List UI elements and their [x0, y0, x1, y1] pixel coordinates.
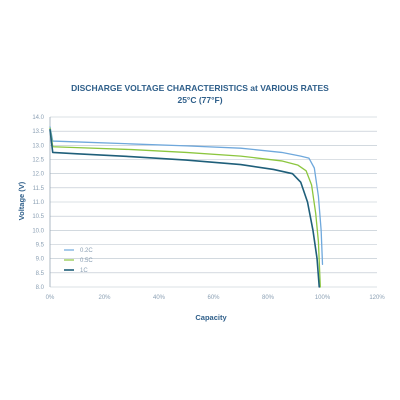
y-tick-label: 10.0 [32, 228, 44, 234]
x-tick-label: 0% [46, 295, 55, 301]
legend-label: 1C [80, 268, 88, 274]
x-tick-label: 20% [98, 295, 111, 301]
y-tick-label: 8.0 [36, 285, 45, 291]
y-tick-label: 11.5 [33, 186, 45, 192]
y-tick-label: 13.5 [32, 129, 44, 135]
y-tick-label: 11.0 [33, 200, 45, 206]
y-tick-label: 9.5 [36, 243, 45, 249]
x-tick-label: 80% [262, 295, 275, 301]
series-lines [49, 126, 324, 288]
x-axis-ticks: 0% 20% 40% 60% 80% 100% 120% [46, 295, 386, 301]
y-tick-label: 14.0 [32, 115, 44, 121]
series-line-3 [49, 128, 321, 288]
legend: 0.2C 0.5C 1C [64, 248, 93, 274]
y-tick-label: 13.0 [32, 143, 44, 149]
legend-label: 0.2C [80, 248, 93, 254]
grid [49, 116, 377, 288]
y-tick-label: 9.0 [36, 257, 45, 263]
y-tick-label: 12.5 [32, 158, 44, 164]
y-tick-label: 10.5 [32, 214, 44, 220]
series-line-1 [49, 126, 324, 265]
x-tick-label: 100% [315, 295, 331, 301]
y-axis-label: Voltage (V) [17, 181, 26, 220]
y-tick-label: 8.5 [36, 271, 45, 277]
series-line-2 [49, 127, 321, 288]
x-tick-label: 40% [153, 295, 166, 301]
y-tick-label: 12.0 [32, 172, 44, 178]
x-axis-label: Capacity [195, 313, 227, 322]
legend-label: 0.5C [80, 258, 93, 264]
y-axis-ticks: 8.0 8.5 9.0 9.5 10.0 10.5 11.0 11.5 12.0 12.5 13.0… [32, 115, 44, 291]
x-tick-label: 120% [369, 295, 385, 301]
x-tick-label: 60% [207, 295, 220, 301]
chart-subtitle: 25°C (77°F) [177, 95, 222, 105]
chart-title: DISCHARGE VOLTAGE CHARACTERISTICS at VAR… [71, 83, 329, 93]
